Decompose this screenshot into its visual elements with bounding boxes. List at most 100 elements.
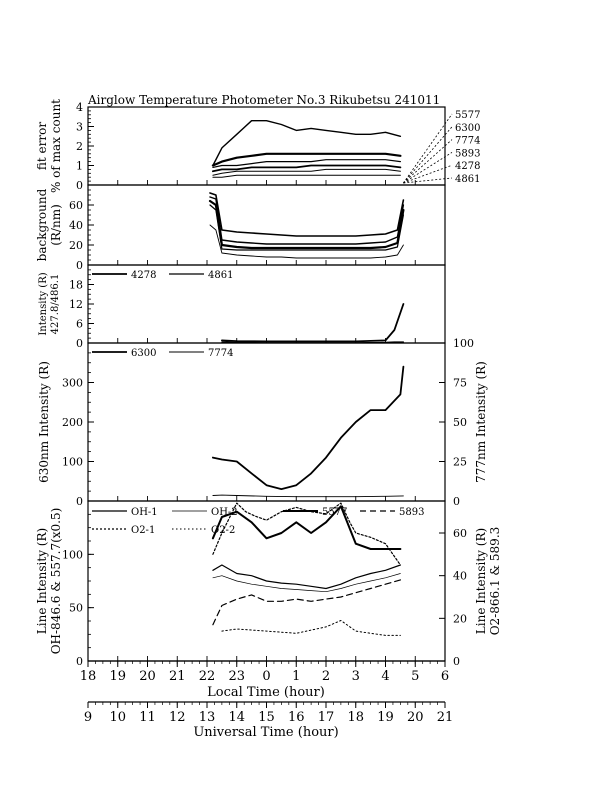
y-tick-label: 0 xyxy=(76,259,83,272)
leader-line xyxy=(403,164,453,184)
y-axis-right-label: 777nm Intensity (R) xyxy=(474,361,488,483)
local-tick-label: 21 xyxy=(169,669,186,684)
series-line-5893 xyxy=(211,164,402,173)
y-axis-label: % of max count xyxy=(49,99,63,193)
universal-time-axis-label: Universal Time (hour) xyxy=(193,725,338,740)
series-line-O2-1 xyxy=(212,502,401,566)
series-line-bg-3 xyxy=(208,199,405,250)
legend-label: 5577 xyxy=(322,507,347,518)
series-line-4861 xyxy=(212,174,401,178)
local-time-axis: 18 19 20 21 22 23 0 1 2 3 4 5 6 xyxy=(80,660,449,684)
y-tick-label: 12 xyxy=(69,298,83,311)
series-line-6300 xyxy=(211,365,405,491)
y-axis-right-label: O2-866.1 & 589.3 xyxy=(488,527,502,636)
legend-label: 6300 xyxy=(131,348,156,359)
series-line-OH-2 xyxy=(212,573,401,593)
y-right-tick-label: 75 xyxy=(453,377,467,390)
series-line-5893 xyxy=(212,579,401,626)
y-tick-label: 0 xyxy=(76,179,83,192)
local-tick-label: 19 xyxy=(109,669,126,684)
y-tick-label: 60 xyxy=(69,199,83,212)
legend-label: OH-2 xyxy=(211,507,238,518)
edge-label: 4861 xyxy=(455,174,480,185)
y-tick-label: 40 xyxy=(69,219,83,232)
edge-label: 5577 xyxy=(455,110,480,121)
y-tick-label: 100 xyxy=(62,548,83,561)
series-line-O2-2 xyxy=(221,620,401,636)
series-line-4278 xyxy=(212,168,401,176)
edge-label: 7774 xyxy=(455,136,480,147)
local-tick-label: 0 xyxy=(262,669,270,684)
y-tick-label: 300 xyxy=(62,377,83,390)
ut-tick-label: 15 xyxy=(258,710,275,725)
y-axis-label: OH-846.6 & 557.7(x0.5) xyxy=(49,508,63,655)
local-time-axis-label: Local Time (hour) xyxy=(207,685,325,700)
edge-label: 4278 xyxy=(455,161,480,172)
y-tick-label: 2 xyxy=(76,140,83,153)
local-tick-label: 22 xyxy=(199,669,216,684)
leader-line xyxy=(403,126,453,184)
ut-tick-label: 18 xyxy=(347,710,364,725)
edge-label: 6300 xyxy=(455,123,480,134)
local-tick-label: 5 xyxy=(411,669,419,684)
ut-tick-label: 16 xyxy=(288,710,305,725)
ut-tick-label: 20 xyxy=(407,710,424,725)
panel-4: 0 100 200 300 0 25 50 75 100 630nm Intensity (R) 7… xyxy=(37,337,488,508)
local-tick-label: 20 xyxy=(139,669,156,684)
series-line-bg-5 xyxy=(209,224,404,259)
y-right-tick-label: 0 xyxy=(453,655,460,668)
ut-tick-label: 14 xyxy=(228,710,245,725)
y-tick-label: 0 xyxy=(76,655,83,668)
y-right-tick-label: 20 xyxy=(453,612,467,625)
legend-label: 5893 xyxy=(399,507,424,518)
ut-tick-label: 19 xyxy=(377,710,394,725)
y-tick-label: 3 xyxy=(76,121,83,134)
y-tick-label: 6 xyxy=(76,318,83,331)
series-line-4278 xyxy=(220,303,405,343)
edge-label: 5893 xyxy=(455,148,480,159)
y-tick-label: 200 xyxy=(62,416,83,429)
series-line-7774 xyxy=(212,159,401,168)
legend-label: 4861 xyxy=(208,270,233,281)
ut-tick-label: 17 xyxy=(318,710,335,725)
legend-label: 4278 xyxy=(131,270,156,281)
y-right-tick-label: 50 xyxy=(453,416,467,429)
ut-tick-label: 10 xyxy=(109,710,126,725)
local-tick-label: 23 xyxy=(228,669,245,684)
series-line-5577 xyxy=(212,119,402,167)
y-right-tick-label: 25 xyxy=(453,456,467,469)
panel-frame xyxy=(87,184,446,266)
series-line-OH-1 xyxy=(212,564,401,590)
y-tick-label: 18 xyxy=(69,279,83,292)
series-line-bg-1 xyxy=(209,192,405,237)
y-tick-label: 20 xyxy=(69,239,83,252)
y-tick-label: 50 xyxy=(69,602,83,615)
y-tick-label: 1 xyxy=(76,160,83,173)
legend-label: 7774 xyxy=(208,348,233,359)
y-right-tick-label: 60 xyxy=(453,527,467,540)
y-tick-label: 0 xyxy=(76,337,83,350)
universal-time-axis: 9 10 11 12 13 14 15 16 17 18 19 20 21 xyxy=(84,701,454,725)
leader-line xyxy=(403,177,453,184)
y-right-tick-label: 0 xyxy=(453,495,460,508)
y-axis-label: background xyxy=(35,188,49,261)
y-tick-label: 0 xyxy=(76,495,83,508)
series-line-bg-2 xyxy=(209,196,405,245)
y-axis-label: (R/nm) xyxy=(49,204,63,246)
leader-line xyxy=(403,139,453,184)
chart-title: Airglow Temperature Photometer No.3 Riku… xyxy=(87,93,440,107)
ut-tick-label: 9 xyxy=(84,710,92,725)
legend-label: OH-1 xyxy=(131,507,158,518)
y-right-tick-label: 100 xyxy=(453,337,474,350)
panel-frame xyxy=(87,342,446,502)
series-line-6300 xyxy=(211,152,402,167)
ut-tick-label: 11 xyxy=(139,710,156,725)
ut-tick-label: 12 xyxy=(169,710,186,725)
ut-tick-label: 21 xyxy=(437,710,454,725)
local-tick-label: 1 xyxy=(292,669,300,684)
local-tick-label: 4 xyxy=(381,669,389,684)
panel-2: 0 20 40 60 background (R/nm) xyxy=(35,184,446,272)
legend-label: O2-2 xyxy=(211,525,235,536)
